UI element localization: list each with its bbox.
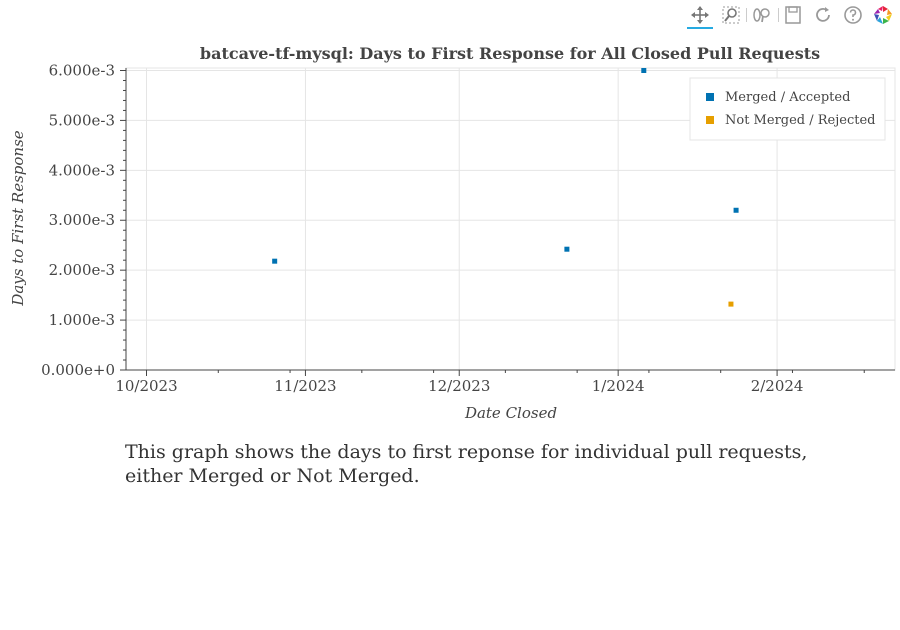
y-tick-label: 4.000e-3	[49, 161, 115, 179]
legend-swatch	[706, 116, 714, 124]
y-tick-label: 3.000e-3	[49, 211, 115, 229]
chart-caption: This graph shows the days to first repon…	[125, 441, 808, 487]
legend-label: Merged / Accepted	[725, 90, 850, 105]
y-axis-label: Days to First Response	[9, 130, 27, 306]
y-tick-label: 2.000e-3	[49, 261, 115, 279]
save-icon[interactable]	[780, 2, 806, 28]
legend-swatch	[706, 93, 714, 101]
data-point[interactable]	[733, 207, 739, 213]
legend-label: Not Merged / Rejected	[725, 113, 875, 128]
y-tick-label: 6.000e-3	[49, 61, 115, 79]
bokeh-logo-icon[interactable]	[870, 2, 896, 28]
reset-icon[interactable]	[810, 2, 836, 28]
x-tick-label: 2/2024	[751, 377, 804, 395]
toolbar-separator	[778, 8, 779, 22]
y-tick-label: 1.000e-3	[49, 311, 115, 329]
pan-icon[interactable]	[687, 2, 713, 29]
toolbar-separator	[746, 8, 747, 22]
chart-title: batcave-tf-mysql: Days to First Response…	[200, 44, 820, 63]
wheel-zoom-icon[interactable]	[749, 2, 775, 28]
data-point[interactable]	[641, 67, 647, 73]
x-tick-label: 10/2023	[115, 377, 177, 395]
x-tick-label: 11/2023	[274, 377, 336, 395]
chart-toolbar	[686, 0, 900, 32]
y-tick-label: 5.000e-3	[49, 111, 115, 129]
x-axis-label: Date Closed	[464, 404, 557, 422]
data-point[interactable]	[564, 246, 570, 252]
axes: 10/2023 11/2023 12/2023 1/2024 2/2024 0.000e+…	[41, 61, 895, 395]
legend-box	[689, 77, 886, 141]
x-tick-label: 1/2024	[592, 377, 645, 395]
data-point[interactable]	[728, 301, 734, 307]
data-point[interactable]	[272, 258, 278, 264]
y-tick-label: 0.000e+0	[41, 361, 115, 379]
box-zoom-icon[interactable]	[718, 2, 744, 28]
legend: Merged / Accepted Not Merged / Rejected	[689, 77, 886, 141]
chart-canvas[interactable]: batcave-tf-mysql: Days to First Response…	[0, 0, 900, 430]
data-points	[272, 67, 739, 307]
help-icon[interactable]	[840, 2, 866, 28]
x-tick-label: 12/2023	[428, 377, 490, 395]
